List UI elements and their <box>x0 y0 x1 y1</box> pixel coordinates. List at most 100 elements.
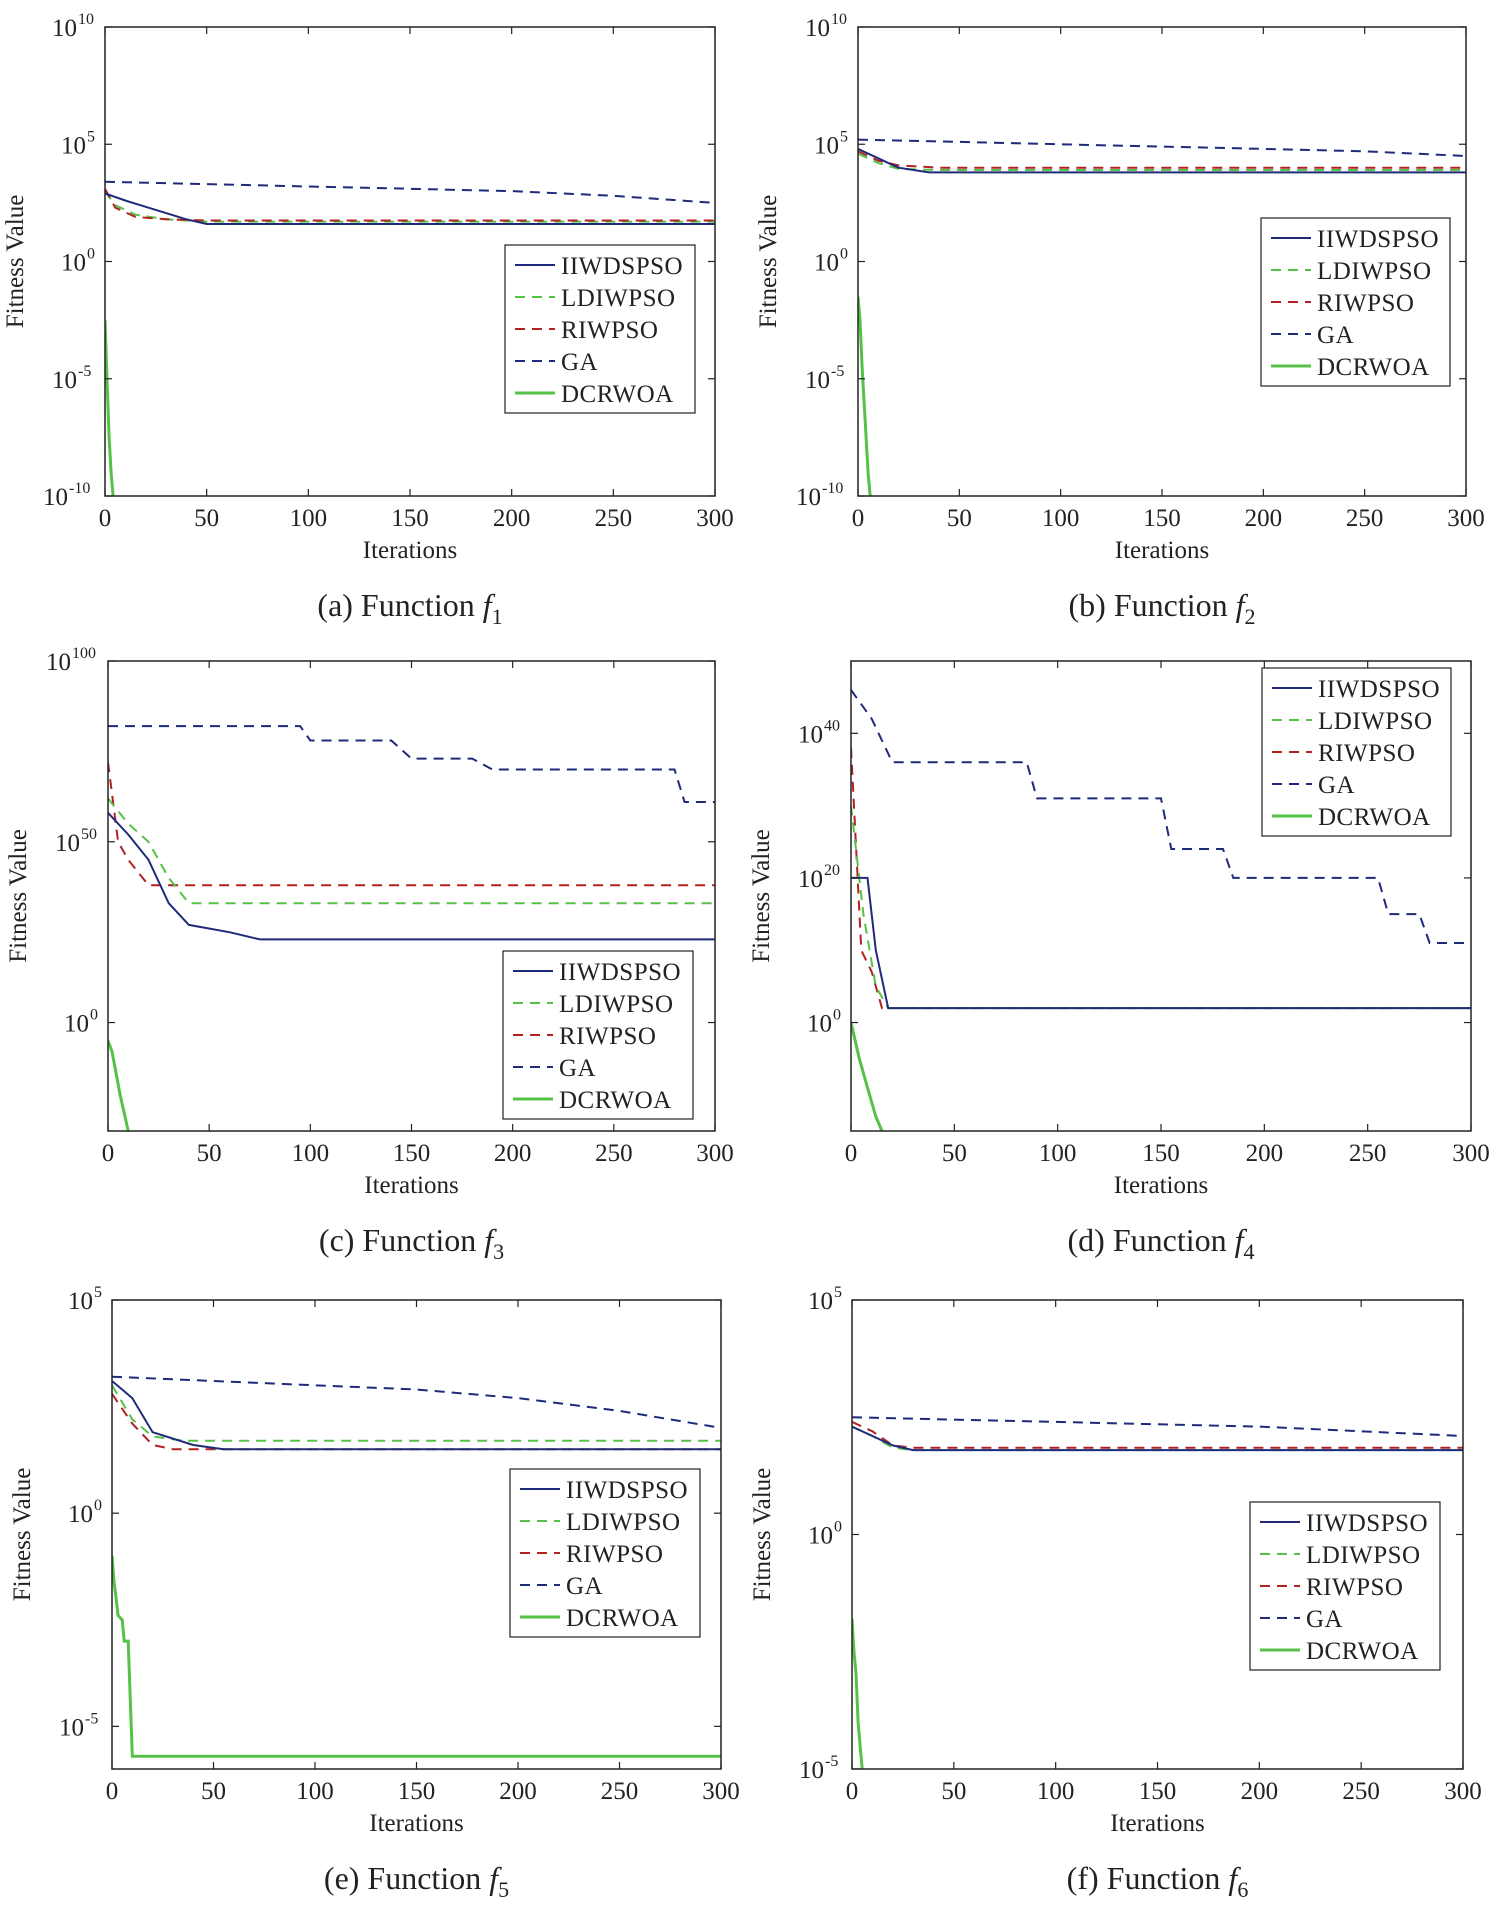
series-line-dcrwoa <box>112 1555 721 1758</box>
y-tick-exponent: 5 <box>834 1284 842 1301</box>
y-tick-exponent: 5 <box>87 128 95 145</box>
legend-label: RIWPSO <box>566 1541 663 1568</box>
y-tick-label: 10 <box>805 367 830 394</box>
x-tick-label: 150 <box>1142 1140 1180 1167</box>
y-tick-exponent: -5 <box>831 363 844 380</box>
legend-label: RIWPSO <box>559 1023 656 1050</box>
caption-prefix: (a) Function <box>317 587 482 623</box>
x-tick-label: 0 <box>102 1140 115 1167</box>
x-tick-label: 250 <box>1346 505 1384 532</box>
legend-label: DCRWOA <box>1317 354 1430 381</box>
series-line-riwpso <box>858 150 1466 169</box>
legend-label: DCRWOA <box>559 1087 672 1114</box>
x-tick-label: 50 <box>941 1778 966 1805</box>
x-tick-label: 0 <box>846 1778 859 1805</box>
y-axis-title: Fitness Value <box>5 829 32 963</box>
x-tick-label: 50 <box>947 505 972 532</box>
y-tick-label: 10 <box>807 1011 832 1038</box>
series-line-riwpso <box>112 1393 721 1451</box>
series-group <box>112 1375 721 1758</box>
x-tick-label: 50 <box>194 505 219 532</box>
series-line-ga <box>105 180 715 204</box>
caption-prefix: (b) Function <box>1069 587 1236 623</box>
series-group <box>108 725 715 1131</box>
x-tick-label: 200 <box>1241 1778 1279 1805</box>
x-tick-label: 50 <box>201 1778 226 1805</box>
x-axis-title: Iterations <box>1115 537 1209 564</box>
series-line-dcrwoa <box>858 296 872 496</box>
x-tick-label: 200 <box>493 505 531 532</box>
panel-caption: (e) Function f5 <box>324 1860 509 1902</box>
y-tick-label: 10 <box>61 132 86 159</box>
y-tick-exponent: 5 <box>840 128 848 145</box>
y-tick-exponent: 0 <box>834 1519 842 1536</box>
legend-label: RIWPSO <box>561 317 658 344</box>
x-tick-label: 300 <box>702 1778 740 1805</box>
legend: IIWDSPSO LDIWPSO RIWPSO GA DCRWOA <box>1261 667 1452 837</box>
series-line-ga <box>852 1416 1463 1437</box>
legend-label: GA <box>1306 1606 1343 1633</box>
y-tick-label: 10 <box>805 15 830 42</box>
panel-caption: (b) Function f2 <box>1069 587 1256 629</box>
x-tick-label: 0 <box>99 505 112 532</box>
legend-label: LDIWPSO <box>1306 1542 1421 1569</box>
x-tick-label: 300 <box>696 1140 734 1167</box>
legend-label: RIWPSO <box>1317 290 1414 317</box>
y-tick-exponent: 0 <box>87 246 95 263</box>
series-line-ldiwpso <box>852 1425 1463 1452</box>
x-tick-label: 300 <box>1447 505 1485 532</box>
series-line-dcrwoa <box>851 1022 884 1131</box>
caption-prefix: (f) Function <box>1067 1860 1229 1896</box>
y-tick-label: 10 <box>68 1501 93 1528</box>
y-tick-exponent: 50 <box>81 826 97 843</box>
series-line-ga <box>851 689 1471 944</box>
legend: IIWDSPSO LDIWPSO RIWPSO GA DCRWOA <box>504 244 696 414</box>
x-tick-label: 0 <box>852 505 865 532</box>
x-axis-title: Iterations <box>1114 1172 1208 1199</box>
y-tick-label: 10 <box>64 1011 89 1038</box>
legend-label: IIWDSPSO <box>1306 1510 1428 1537</box>
x-tick-label: 150 <box>1139 1778 1177 1805</box>
y-tick-exponent: -10 <box>822 480 843 497</box>
y-tick-exponent: 100 <box>72 645 96 662</box>
x-tick-label: 150 <box>393 1140 431 1167</box>
y-tick-label: 10 <box>52 15 77 42</box>
caption-subscript: 6 <box>1237 1877 1248 1902</box>
y-tick-exponent: 0 <box>94 1497 102 1514</box>
series-line-dcrwoa <box>852 1618 864 1769</box>
y-axis-title: Fitness Value <box>748 829 775 963</box>
legend-label: GA <box>561 349 598 376</box>
legend-label: IIWDSPSO <box>1317 226 1439 253</box>
x-tick-label: 200 <box>494 1140 532 1167</box>
y-axis-title: Fitness Value <box>755 195 782 329</box>
y-tick-label: 10 <box>814 132 839 159</box>
y-tick-exponent: -5 <box>85 1710 98 1727</box>
y-tick-exponent: 5 <box>94 1284 102 1301</box>
y-tick-label: 10 <box>798 866 823 893</box>
series-line-iiwdspso <box>852 1425 1463 1452</box>
series-line-iiwdspso <box>112 1380 721 1451</box>
legend-label: DCRWOA <box>1318 804 1431 831</box>
x-tick-label: 250 <box>601 1778 639 1805</box>
y-tick-exponent: 0 <box>90 1007 98 1024</box>
legend-label: IIWDSPSO <box>1318 676 1440 703</box>
series-group <box>852 1416 1463 1769</box>
x-tick-label: 200 <box>1246 1140 1284 1167</box>
x-tick-label: 50 <box>197 1140 222 1167</box>
x-tick-label: 250 <box>1342 1778 1380 1805</box>
y-axis-title: Fitness Value <box>749 1468 776 1602</box>
legend-label: GA <box>1318 772 1355 799</box>
legend-label: GA <box>559 1055 596 1082</box>
series-line-ga <box>108 725 715 803</box>
y-tick-exponent: -5 <box>78 363 91 380</box>
legend-label: LDIWPSO <box>561 285 676 312</box>
series-line-ldiwpso <box>858 152 1466 171</box>
legend: IIWDSPSO LDIWPSO RIWPSO GA DCRWOA <box>502 950 694 1120</box>
legend: IIWDSPSO LDIWPSO RIWPSO GA DCRWOA <box>509 1468 701 1638</box>
y-tick-label: 10 <box>43 484 68 511</box>
